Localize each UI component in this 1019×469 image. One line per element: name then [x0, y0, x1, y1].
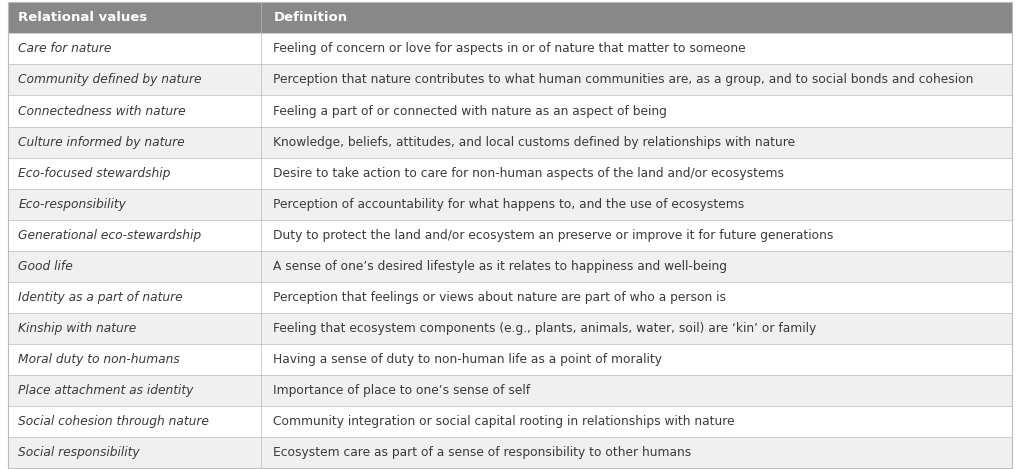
- Bar: [8, 375, 1011, 406]
- Bar: [8, 313, 1011, 344]
- Text: Having a sense of duty to non-human life as a point of morality: Having a sense of duty to non-human life…: [273, 353, 661, 366]
- Text: Importance of place to one’s sense of self: Importance of place to one’s sense of se…: [273, 384, 530, 397]
- Text: Social cohesion through nature: Social cohesion through nature: [18, 415, 209, 428]
- Bar: [8, 96, 1011, 127]
- Bar: [8, 251, 1011, 282]
- Text: Community defined by nature: Community defined by nature: [18, 74, 202, 86]
- Text: Perception of accountability for what happens to, and the use of ecosystems: Perception of accountability for what ha…: [273, 197, 744, 211]
- Text: A sense of one’s desired lifestyle as it relates to happiness and well-being: A sense of one’s desired lifestyle as it…: [273, 260, 727, 273]
- Text: Connectedness with nature: Connectedness with nature: [18, 105, 185, 118]
- Text: Generational eco-stewardship: Generational eco-stewardship: [18, 229, 202, 242]
- Text: Perception that nature contributes to what human communities are, as a group, an: Perception that nature contributes to wh…: [273, 74, 973, 86]
- Bar: [8, 158, 1011, 189]
- Text: Relational values: Relational values: [18, 11, 148, 24]
- Text: Good life: Good life: [18, 260, 73, 273]
- Bar: [8, 282, 1011, 313]
- Text: Eco-focused stewardship: Eco-focused stewardship: [18, 166, 170, 180]
- Bar: [8, 406, 1011, 437]
- Text: Perception that feelings or views about nature are part of who a person is: Perception that feelings or views about …: [273, 291, 726, 304]
- Bar: [8, 219, 1011, 251]
- Text: Knowledge, beliefs, attitudes, and local customs defined by relationships with n: Knowledge, beliefs, attitudes, and local…: [273, 136, 795, 149]
- Text: Definition: Definition: [273, 11, 347, 24]
- Text: Feeling a part of or connected with nature as an aspect of being: Feeling a part of or connected with natu…: [273, 105, 666, 118]
- Text: Culture informed by nature: Culture informed by nature: [18, 136, 184, 149]
- Text: Desire to take action to care for non-human aspects of the land and/or ecosystem: Desire to take action to care for non-hu…: [273, 166, 784, 180]
- Text: Place attachment as identity: Place attachment as identity: [18, 384, 194, 397]
- Text: Social responsibility: Social responsibility: [18, 446, 140, 459]
- Bar: [8, 64, 1011, 96]
- Text: Community integration or social capital rooting in relationships with nature: Community integration or social capital …: [273, 415, 735, 428]
- Bar: [8, 189, 1011, 219]
- Text: Care for nature: Care for nature: [18, 42, 112, 55]
- Bar: [8, 437, 1011, 468]
- Text: Duty to protect the land and/or ecosystem an preserve or improve it for future g: Duty to protect the land and/or ecosyste…: [273, 229, 833, 242]
- Bar: [8, 33, 1011, 64]
- Bar: [8, 2, 1011, 33]
- Bar: [8, 127, 1011, 158]
- Text: Eco-responsibility: Eco-responsibility: [18, 197, 126, 211]
- Text: Moral duty to non-humans: Moral duty to non-humans: [18, 353, 180, 366]
- Text: Ecosystem care as part of a sense of responsibility to other humans: Ecosystem care as part of a sense of res…: [273, 446, 691, 459]
- Text: Kinship with nature: Kinship with nature: [18, 322, 137, 335]
- Text: Feeling of concern or love for aspects in or of nature that matter to someone: Feeling of concern or love for aspects i…: [273, 42, 745, 55]
- Text: Identity as a part of nature: Identity as a part of nature: [18, 291, 182, 304]
- Bar: [8, 344, 1011, 375]
- Text: Feeling that ecosystem components (e.g., plants, animals, water, soil) are ‘kin’: Feeling that ecosystem components (e.g.,…: [273, 322, 816, 335]
